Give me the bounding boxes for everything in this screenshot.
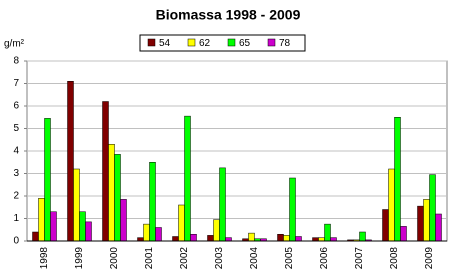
bar: [312, 237, 319, 242]
x-tick-label: 2008: [389, 247, 400, 270]
bar: [324, 223, 331, 242]
y-tick-label: 3: [13, 168, 19, 179]
legend-label: 78: [279, 38, 291, 49]
legend-swatch: [187, 38, 196, 47]
y-tick-label: 8: [13, 56, 19, 67]
bar: [423, 199, 430, 242]
bar: [73, 168, 80, 242]
bar: [394, 117, 401, 242]
bar: [102, 101, 109, 242]
y-axis-label: g/m²: [4, 39, 25, 50]
bar: [219, 167, 226, 242]
bar: [67, 81, 74, 242]
y-tick-label: 5: [13, 123, 19, 134]
bar: [207, 235, 214, 242]
bar: [149, 162, 156, 242]
legend-swatch: [267, 38, 276, 47]
legend-label: 65: [239, 38, 251, 49]
x-tick-label: 2007: [354, 247, 365, 270]
bar: [190, 234, 197, 242]
bar: [44, 118, 51, 242]
y-tick-label: 0: [13, 236, 19, 247]
bar: [172, 236, 179, 242]
bar: [400, 226, 407, 242]
bar: [50, 211, 57, 242]
bar: [178, 204, 185, 242]
legend-label: 62: [199, 38, 211, 49]
bar: [248, 232, 255, 242]
x-tick-label: 2002: [179, 247, 190, 270]
x-tick-label: 2009: [424, 247, 435, 270]
bar: [289, 177, 296, 242]
chart-title: Biomassa 1998 - 2009: [156, 7, 301, 23]
bar: [137, 237, 144, 242]
y-tick-label: 6: [13, 101, 19, 112]
y-tick-label: 2: [13, 191, 19, 202]
x-tick-label: 2006: [319, 247, 330, 270]
x-tick-label: 1998: [39, 247, 50, 270]
y-tick-label: 4: [13, 146, 19, 157]
bar: [184, 115, 191, 242]
bar: [435, 213, 442, 242]
bar: [32, 231, 39, 242]
bar: [295, 236, 302, 242]
bar: [417, 205, 424, 242]
x-tick-label: 2000: [109, 247, 120, 270]
legend-box: [139, 34, 306, 52]
x-tick-label: 2005: [284, 247, 295, 270]
bar: [318, 237, 325, 242]
bar: [330, 237, 337, 242]
bar: [143, 223, 150, 242]
y-tick-label: 1: [13, 213, 19, 224]
x-tick-label: 2004: [249, 247, 260, 270]
bar: [213, 219, 220, 242]
bar: [85, 221, 92, 242]
y-tick-label: 7: [13, 78, 19, 89]
legend-swatch: [147, 38, 156, 47]
legend-label: 54: [159, 38, 171, 49]
bar: [120, 199, 127, 242]
bar: [382, 209, 389, 242]
legend-swatch: [227, 38, 236, 47]
bar: [79, 211, 86, 242]
bar: [38, 198, 45, 242]
bar: [388, 168, 395, 242]
bar: [225, 237, 232, 242]
bar: [108, 144, 115, 242]
bar: [114, 154, 121, 242]
x-tick-label: 2001: [144, 247, 155, 270]
bar: [359, 231, 366, 242]
x-tick-label: 2003: [214, 247, 225, 270]
x-tick-label: 1999: [74, 247, 85, 270]
bar: [277, 234, 284, 242]
bar: [429, 174, 436, 242]
bar: [283, 235, 290, 242]
bar: [155, 227, 162, 242]
